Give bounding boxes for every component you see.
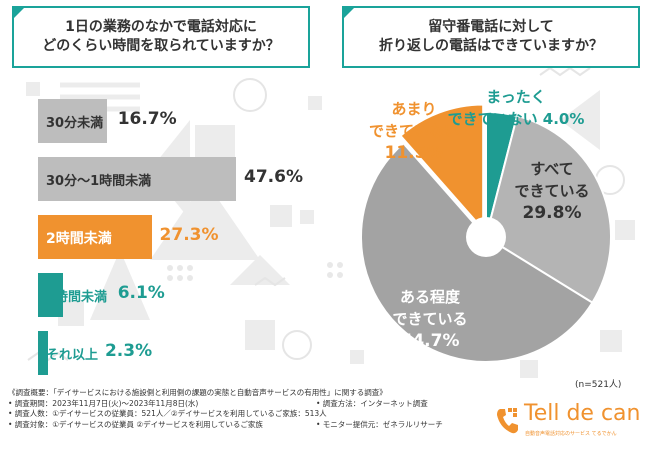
- bar-value-label: 16.7%: [117, 109, 177, 129]
- survey-overview: 《調査概要：「デイサービスにおける施設側と利用側の課題の実態と自動音声サービスの…: [8, 388, 478, 430]
- bar-5: [38, 331, 48, 375]
- logo-wordmark: Tell de can: [524, 401, 641, 426]
- bar-2: [38, 157, 236, 201]
- question-2-line-1: 留守番電話に対して: [428, 19, 554, 35]
- survey-provider: • モニター提供元：ゼネラルリサーチ: [316, 419, 443, 429]
- survey-period: • 調査期間：2023年11月7日(火)〜2023年11月8日(水): [8, 398, 199, 408]
- bar-value-label: 2.3%: [104, 341, 153, 361]
- pie-label-value: 11.5%: [384, 143, 444, 163]
- pie-label-value: 29.8%: [522, 203, 582, 223]
- bar-1: [38, 99, 108, 143]
- pie-slice-label: ある程度できている 54.7%: [370, 286, 490, 352]
- question-1-box: 1日の業務のなかで電話対応に どのくらい時間を取られていますか？: [12, 6, 310, 68]
- survey-target: • 調査対象：①デイサービスの従業員 ②デイサービスを利用しているご家族: [8, 419, 263, 429]
- phone-icon: [497, 408, 518, 434]
- question-2-line-2: 折り返しの電話はできていますか？: [379, 38, 603, 54]
- pie-slice-4: [399, 103, 485, 233]
- bar-category-label: 2時間未満: [46, 231, 112, 247]
- pie-label-text: できている: [514, 182, 590, 200]
- bar-4: [38, 273, 64, 317]
- survey-people: • 調査人数：①デイサービスの従業員：521人／②デイサービスを利用しているご家…: [8, 409, 327, 418]
- box-corner-accent: [12, 6, 26, 20]
- question-1-line-1: 1日の業務のなかで電話対応に: [65, 19, 257, 35]
- pie-label-text: できている: [392, 310, 468, 328]
- box-corner-accent: [342, 6, 356, 20]
- bar-category-label: 3時間未満: [46, 290, 108, 305]
- logo-tagline: 自動音声電話対応のサービス てるでかん: [525, 431, 617, 437]
- pie-slice-label: あまりできていない 11.5%: [354, 98, 474, 164]
- survey-title: 《調査概要：「デイサービスにおける施設側と利用側の課題の実態と自動音声サービスの…: [8, 388, 387, 397]
- pie-label-value: 54.7%: [400, 331, 460, 351]
- pie-label-text: ある程度: [399, 288, 460, 306]
- survey-method: • 調査方法：インターネット調査: [316, 398, 428, 408]
- bar-category-label: それ以上: [46, 348, 99, 363]
- bar-value-label: 47.6%: [244, 167, 303, 187]
- pie-label-text: あまり: [391, 100, 437, 118]
- pie-slice-label: すべてできている 29.8%: [492, 158, 612, 224]
- sample-size-note: (n=521人): [575, 380, 622, 390]
- tell-de-can-logo: Tell de can 自動音声電話対応のサービス てるでかん: [494, 400, 644, 444]
- pie-label-text: まったく: [486, 88, 546, 106]
- bar-value-label: 27.3%: [159, 225, 219, 245]
- question-2-box: 留守番電話に対して 折り返しの電話はできていますか？: [342, 6, 640, 68]
- bar-value-label: 6.1%: [117, 283, 165, 303]
- bar-category-label: 30分未満: [46, 116, 104, 131]
- question-1-line-2: どのくらい時間を取られていますか？: [42, 38, 280, 54]
- bar-3: [38, 215, 152, 259]
- pie-label-text: できていない 4.0%: [447, 110, 585, 128]
- pie-center-hole: [466, 217, 506, 257]
- bar-category-label: 30分〜1時間未満: [46, 174, 152, 189]
- pie-label-text: すべて: [530, 160, 574, 178]
- pie-label-text: できていない: [368, 122, 459, 140]
- pie-slice-label: まったくできていない 4.0%: [431, 86, 601, 130]
